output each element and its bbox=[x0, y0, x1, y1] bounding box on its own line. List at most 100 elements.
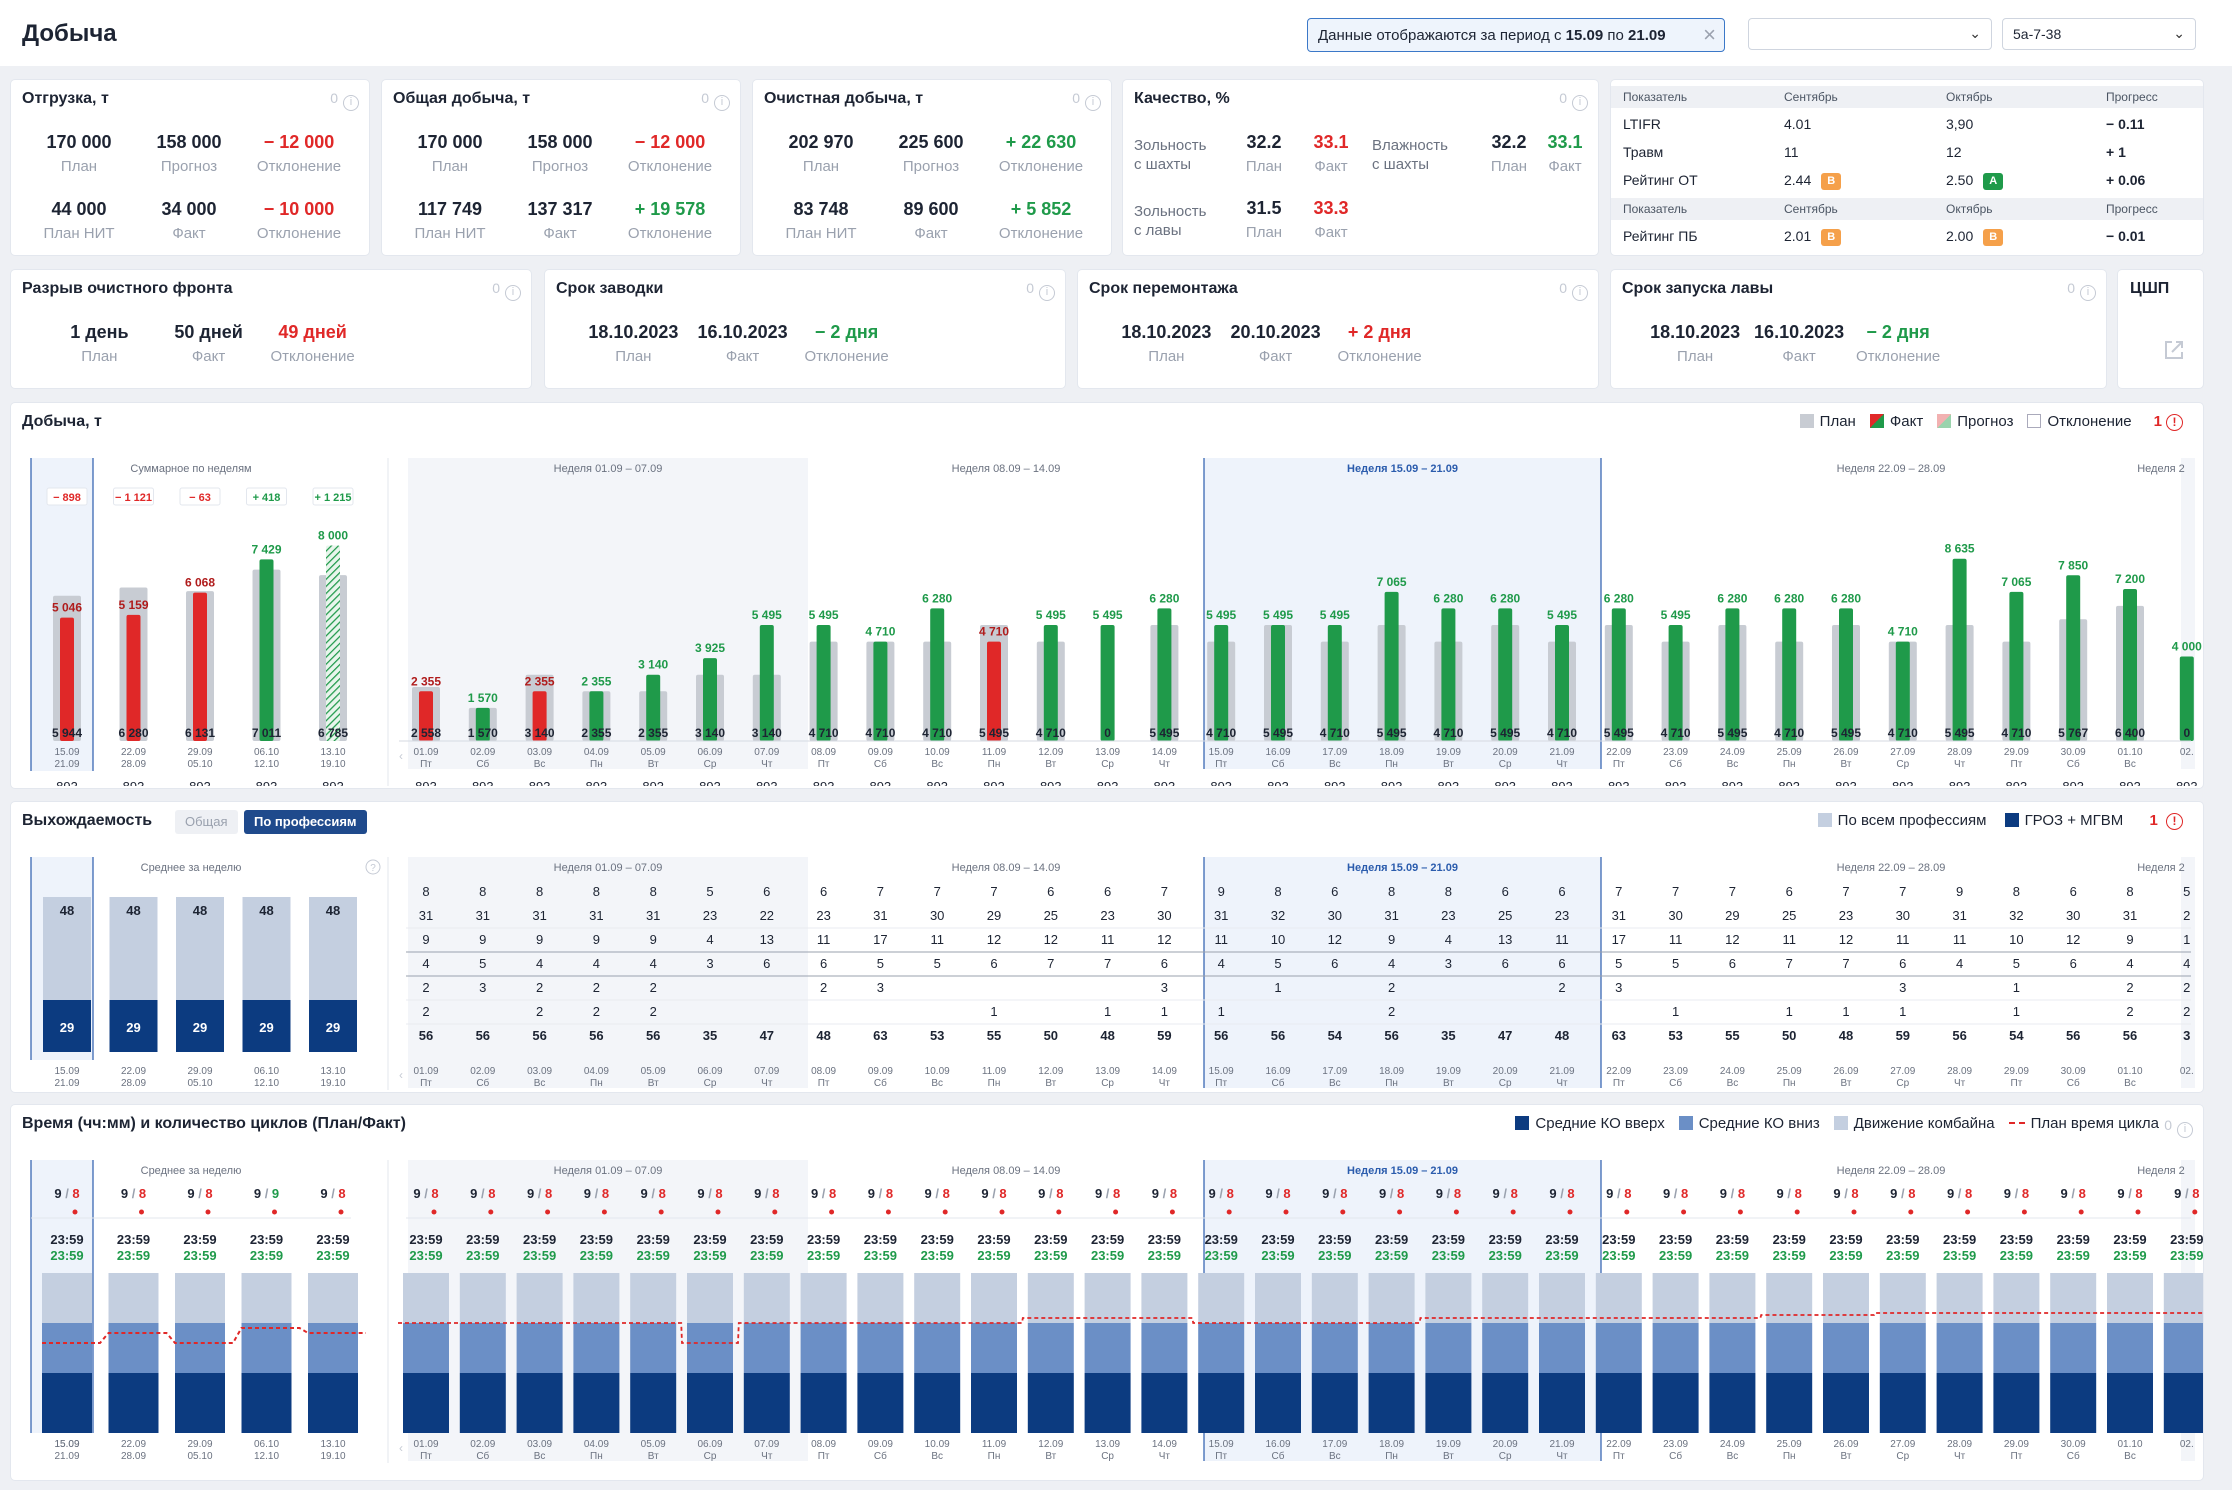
daily-fact-label: 6 280 bbox=[1604, 591, 1634, 605]
daily-plan-label: 0 bbox=[2183, 726, 2190, 740]
time-fact: 23:59 bbox=[1829, 1248, 1862, 1263]
section-select[interactable]: 5а-7-38 ⌄ bbox=[2002, 18, 2196, 50]
close-icon[interactable]: × bbox=[1703, 22, 1716, 47]
day-weekday: Чт bbox=[1556, 1078, 1568, 1089]
ko-down-bar bbox=[42, 1323, 92, 1373]
table-cell-oct: 3,90 bbox=[1946, 116, 1974, 132]
daily-cycle-tons: 893 bbox=[2119, 779, 2141, 786]
daily-fact-bar bbox=[1895, 641, 1910, 741]
time-plan: 23:59 bbox=[1773, 1232, 1806, 1247]
kpi-cell: − 10 000 Отклонение bbox=[244, 199, 354, 242]
ko-down-bar bbox=[914, 1323, 961, 1373]
weekly-fact-bar bbox=[326, 545, 340, 741]
week-label: Неделя 15.09 – 21.09 bbox=[1347, 862, 1458, 874]
legend-label: Отклонение bbox=[2047, 413, 2132, 430]
daily-cycle-tons: 893 bbox=[1665, 779, 1687, 786]
day-weekday: Вс bbox=[1727, 1451, 1739, 1462]
external-link-icon[interactable] bbox=[2162, 338, 2186, 362]
card-title: Качество, % bbox=[1134, 90, 1230, 107]
daily-cycle-tons: 893 bbox=[2062, 779, 2084, 786]
daily-plan-label: 4 710 bbox=[1320, 726, 1350, 740]
kpi-label: План bbox=[1677, 348, 1714, 365]
day-weekday: Пт bbox=[420, 1451, 432, 1462]
tab-general[interactable]: Общая bbox=[175, 810, 238, 834]
att-cell: 56 bbox=[1214, 1028, 1228, 1043]
weekly-date: 05.10 bbox=[187, 1451, 212, 1462]
ko-down-bar bbox=[1936, 1323, 1983, 1373]
day-date: 16.09 bbox=[1265, 1066, 1290, 1077]
daily-fact-bar bbox=[2179, 656, 2194, 741]
daily-plan-label: 4 710 bbox=[1206, 726, 1236, 740]
weekly-avg-tons: 893 bbox=[322, 779, 344, 786]
legend-groz: ГРОЗ + МГВМ bbox=[2024, 812, 2124, 829]
att-cell: 54 bbox=[2009, 1028, 2024, 1043]
period-filter-chip[interactable]: Данные отображаются за период с 15.09 по… bbox=[1307, 18, 1725, 52]
day-date: 22.09 bbox=[1606, 1066, 1631, 1077]
kpi-label: Отклонение bbox=[270, 348, 355, 365]
legend-swatch bbox=[1833, 1116, 1848, 1130]
day-weekday: Чт bbox=[1954, 759, 1966, 770]
att-cell: 6 bbox=[2070, 956, 2077, 971]
tab-by-profession[interactable]: По профессиям bbox=[244, 810, 367, 834]
day-date: 14.09 bbox=[1152, 747, 1177, 758]
combine-move-bar bbox=[971, 1273, 1017, 1323]
day-weekday: Пт bbox=[1215, 1078, 1227, 1089]
day-weekday: Пн bbox=[1783, 1078, 1796, 1089]
time-fact: 23:59 bbox=[1318, 1248, 1351, 1263]
kpi-label: План НИТ bbox=[785, 225, 857, 242]
time-fact: 23:59 bbox=[1602, 1248, 1635, 1263]
week-label: Неделя 22.09 – 28.09 bbox=[1837, 463, 1946, 475]
kpi-value: 44 000 bbox=[51, 199, 107, 219]
day-weekday: Ср bbox=[1499, 759, 1512, 770]
att-cell: 23 bbox=[1441, 908, 1455, 923]
kpi-label: План bbox=[60, 158, 98, 175]
day-weekday: Сб bbox=[476, 758, 489, 770]
time-fact: 23:59 bbox=[50, 1248, 83, 1263]
chevron-down-icon: ⌄ bbox=[2173, 25, 2185, 41]
fact-label: Факт bbox=[1314, 224, 1348, 241]
daily-fact-bar bbox=[873, 641, 888, 741]
ko-down-bar bbox=[1482, 1323, 1529, 1373]
kpi-cell: 16.10.2023 Факт bbox=[1729, 322, 1869, 365]
att-cell: 2 bbox=[2183, 1004, 2190, 1019]
att-cell: 50 bbox=[1044, 1028, 1058, 1043]
day-date: 21.09 bbox=[1549, 1066, 1574, 1077]
ko-up-bar bbox=[1084, 1373, 1131, 1433]
kpi-cell: + 2 дня Отклонение bbox=[1310, 322, 1450, 365]
daily-plan-label: 4 710 bbox=[2001, 726, 2031, 740]
att-cell: 11 bbox=[1782, 932, 1796, 947]
kpi-value: − 12 000 bbox=[634, 132, 706, 152]
plan-label: План bbox=[1245, 158, 1283, 175]
daily-plan-label: 5 495 bbox=[1490, 726, 1520, 740]
daily-cycle-tons: 893 bbox=[813, 779, 835, 786]
time-fact: 23:59 bbox=[1773, 1248, 1806, 1263]
table-header-cell: Показатель bbox=[1623, 90, 1688, 104]
daily-cycle-tons: 893 bbox=[1608, 779, 1630, 786]
combine-move-bar bbox=[1084, 1273, 1131, 1323]
day-weekday: Сб bbox=[2067, 758, 2080, 770]
day-weekday: Вт bbox=[1045, 759, 1056, 770]
daily-fact-label: 4 710 bbox=[865, 625, 895, 639]
att-cell: 1 bbox=[2013, 1004, 2020, 1019]
filter-select-empty[interactable]: ⌄ bbox=[1748, 18, 1992, 50]
att-cell: 25 bbox=[1782, 908, 1796, 923]
att-cell: 56 bbox=[589, 1028, 603, 1043]
card-cshp[interactable]: ЦШП bbox=[2118, 270, 2203, 388]
card-title: Выхождаемость bbox=[22, 812, 153, 829]
day-weekday: Пн bbox=[590, 1451, 603, 1462]
legend-all-professions: По всем профессиям bbox=[1837, 812, 1987, 829]
weekly-deviation: + 1 215 bbox=[312, 487, 354, 506]
att-cell: 56 bbox=[532, 1028, 546, 1043]
att-cell: 9 bbox=[479, 932, 486, 947]
